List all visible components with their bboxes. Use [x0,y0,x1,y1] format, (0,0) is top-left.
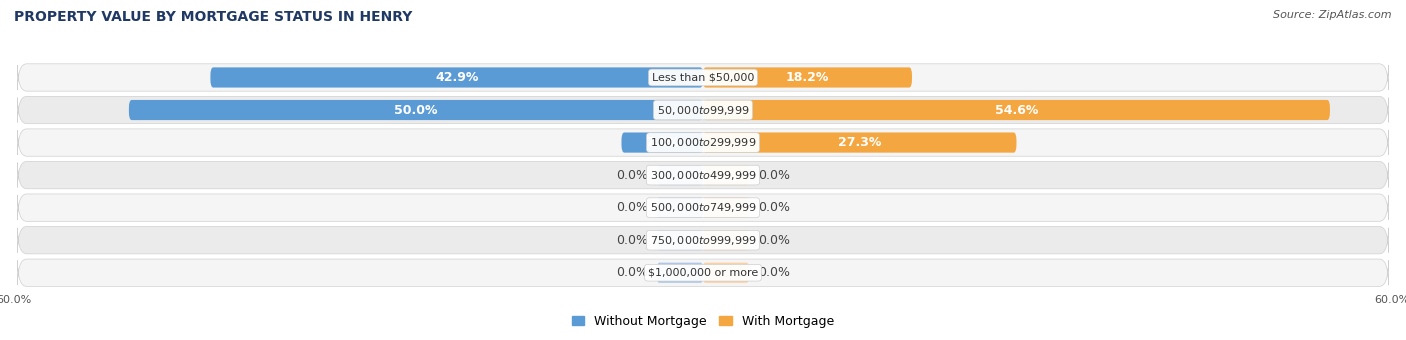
Text: $300,000 to $499,999: $300,000 to $499,999 [650,169,756,182]
Text: $750,000 to $999,999: $750,000 to $999,999 [650,234,756,247]
FancyBboxPatch shape [703,230,749,250]
Text: 0.0%: 0.0% [758,169,790,182]
FancyBboxPatch shape [657,198,703,218]
Text: 0.0%: 0.0% [758,234,790,247]
FancyBboxPatch shape [17,129,1389,156]
Text: 0.0%: 0.0% [616,201,648,214]
Legend: Without Mortgage, With Mortgage: Without Mortgage, With Mortgage [567,310,839,333]
FancyBboxPatch shape [703,133,1017,153]
Text: 0.0%: 0.0% [616,266,648,279]
FancyBboxPatch shape [17,259,1389,286]
FancyBboxPatch shape [703,100,1330,120]
Text: 27.3%: 27.3% [838,136,882,149]
Text: 54.6%: 54.6% [995,103,1038,117]
Text: 0.0%: 0.0% [616,234,648,247]
Text: $100,000 to $299,999: $100,000 to $299,999 [650,136,756,149]
Text: Less than $50,000: Less than $50,000 [652,72,754,83]
FancyBboxPatch shape [703,165,749,185]
FancyBboxPatch shape [703,198,749,218]
Text: 42.9%: 42.9% [434,71,478,84]
FancyBboxPatch shape [621,133,703,153]
Text: 0.0%: 0.0% [758,266,790,279]
FancyBboxPatch shape [129,100,703,120]
Text: $50,000 to $99,999: $50,000 to $99,999 [657,103,749,117]
FancyBboxPatch shape [17,162,1389,189]
Text: 50.0%: 50.0% [394,103,437,117]
FancyBboxPatch shape [657,262,703,283]
Text: PROPERTY VALUE BY MORTGAGE STATUS IN HENRY: PROPERTY VALUE BY MORTGAGE STATUS IN HEN… [14,10,412,24]
FancyBboxPatch shape [657,165,703,185]
Text: $1,000,000 or more: $1,000,000 or more [648,268,758,278]
FancyBboxPatch shape [17,194,1389,221]
Text: 18.2%: 18.2% [786,71,830,84]
Text: 0.0%: 0.0% [758,201,790,214]
FancyBboxPatch shape [703,67,912,88]
FancyBboxPatch shape [211,67,703,88]
FancyBboxPatch shape [17,226,1389,254]
Text: 7.1%: 7.1% [645,136,679,149]
Text: Source: ZipAtlas.com: Source: ZipAtlas.com [1274,10,1392,20]
FancyBboxPatch shape [657,230,703,250]
Text: $500,000 to $749,999: $500,000 to $749,999 [650,201,756,214]
FancyBboxPatch shape [17,64,1389,91]
FancyBboxPatch shape [703,262,749,283]
Text: 0.0%: 0.0% [616,169,648,182]
FancyBboxPatch shape [17,96,1389,124]
